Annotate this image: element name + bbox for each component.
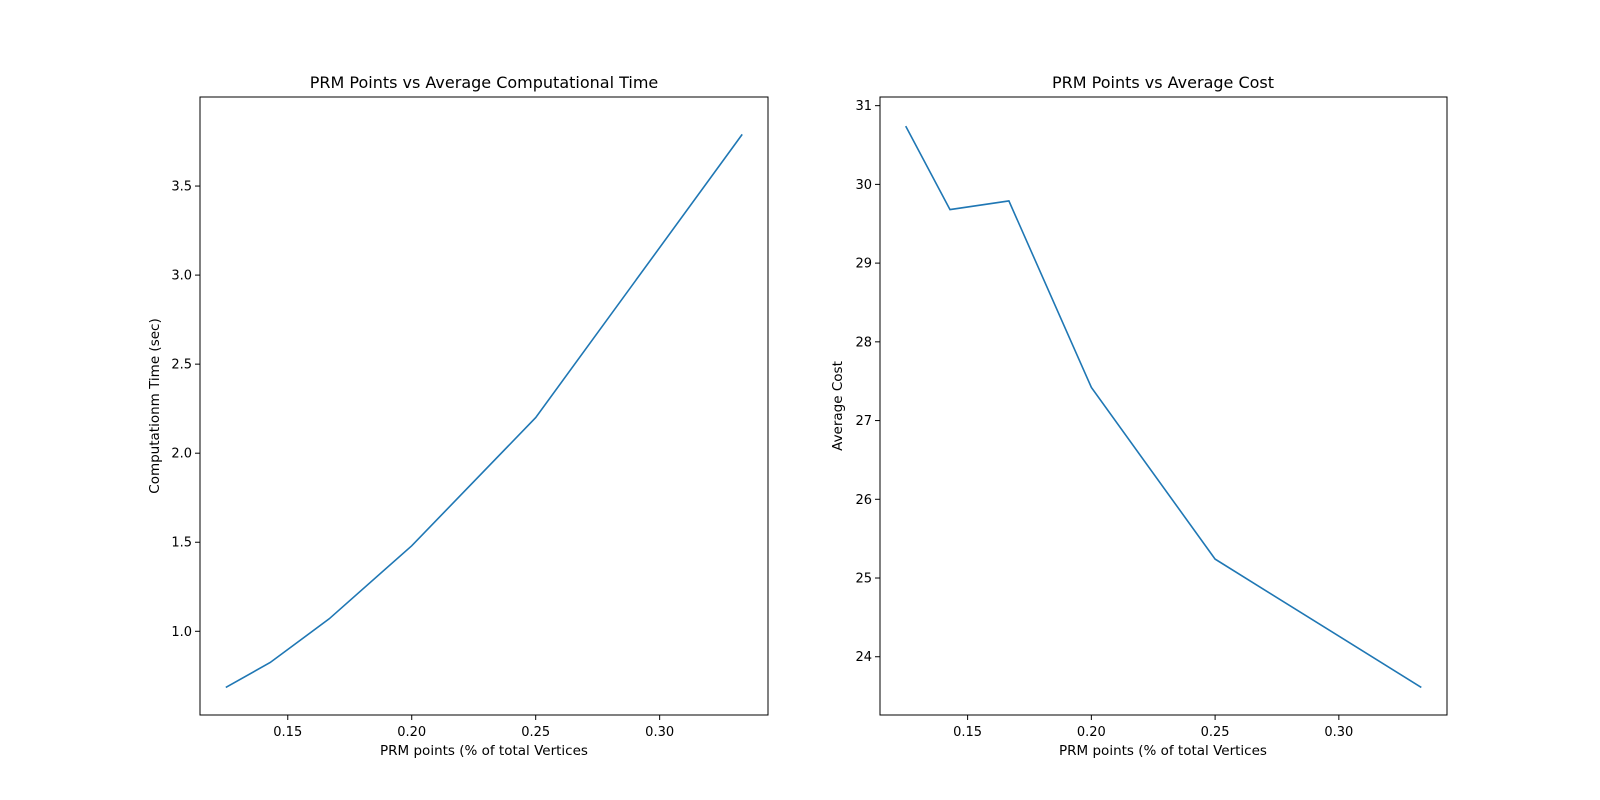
y-tick-label: 3.0	[171, 269, 192, 284]
y-tick-label: 31	[855, 99, 872, 114]
chart-title: PRM Points vs Average Cost	[1052, 73, 1274, 92]
y-tick-label: 3.5	[171, 180, 192, 195]
x-tick-label: 0.25	[521, 725, 550, 740]
x-tick-label: 0.15	[953, 725, 982, 740]
chart-title: PRM Points vs Average Computational Time	[310, 73, 659, 92]
y-tick-label: 24	[855, 650, 872, 665]
x-axis-ticks: 0.15 0.20 0.25 0.30	[953, 715, 1353, 740]
x-tick-label: 0.15	[273, 725, 302, 740]
x-tick-label: 0.30	[645, 725, 674, 740]
x-axis-label: PRM points (% of total Vertices	[380, 743, 588, 759]
plot-frame	[879, 96, 1448, 716]
y-tick-label: 2.5	[171, 358, 192, 373]
y-tick-label: 2.0	[171, 447, 192, 462]
y-tick-label: 28	[855, 335, 872, 350]
x-axis-ticks: 0.15 0.20 0.25 0.30	[273, 715, 674, 740]
x-tick-label: 0.20	[397, 725, 426, 740]
y-tick-label: 26	[855, 493, 872, 508]
y-tick-label: 27	[855, 414, 872, 429]
y-axis-ticks: 1.0 1.5 2.0 2.5 3.0 3.5	[171, 180, 200, 640]
y-tick-label: 25	[855, 572, 872, 587]
y-tick-label: 29	[855, 257, 872, 272]
y-axis-label: Average Cost	[830, 361, 846, 451]
y-tick-label: 1.5	[171, 536, 192, 551]
y-tick-label: 1.0	[171, 625, 192, 640]
chart-computational-time: PRM Points vs Average Computational Time…	[147, 73, 769, 759]
x-tick-label: 0.30	[1324, 725, 1353, 740]
series-line-average-cost	[904, 125, 1422, 689]
y-axis-ticks: 24 25 26 27 28 29 30 31	[855, 99, 880, 665]
series-line-computational-time	[225, 133, 743, 689]
x-tick-label: 0.25	[1201, 725, 1230, 740]
x-tick-label: 0.20	[1077, 725, 1106, 740]
chart-average-cost: PRM Points vs Average Cost 0.15 0.20 0.25 0…	[830, 73, 1448, 759]
y-axis-label: Computationm Time (sec)	[147, 318, 163, 493]
y-tick-label: 30	[855, 178, 872, 193]
x-axis-label: PRM points (% of total Vertices	[1059, 743, 1267, 759]
plot-frame	[199, 96, 769, 716]
